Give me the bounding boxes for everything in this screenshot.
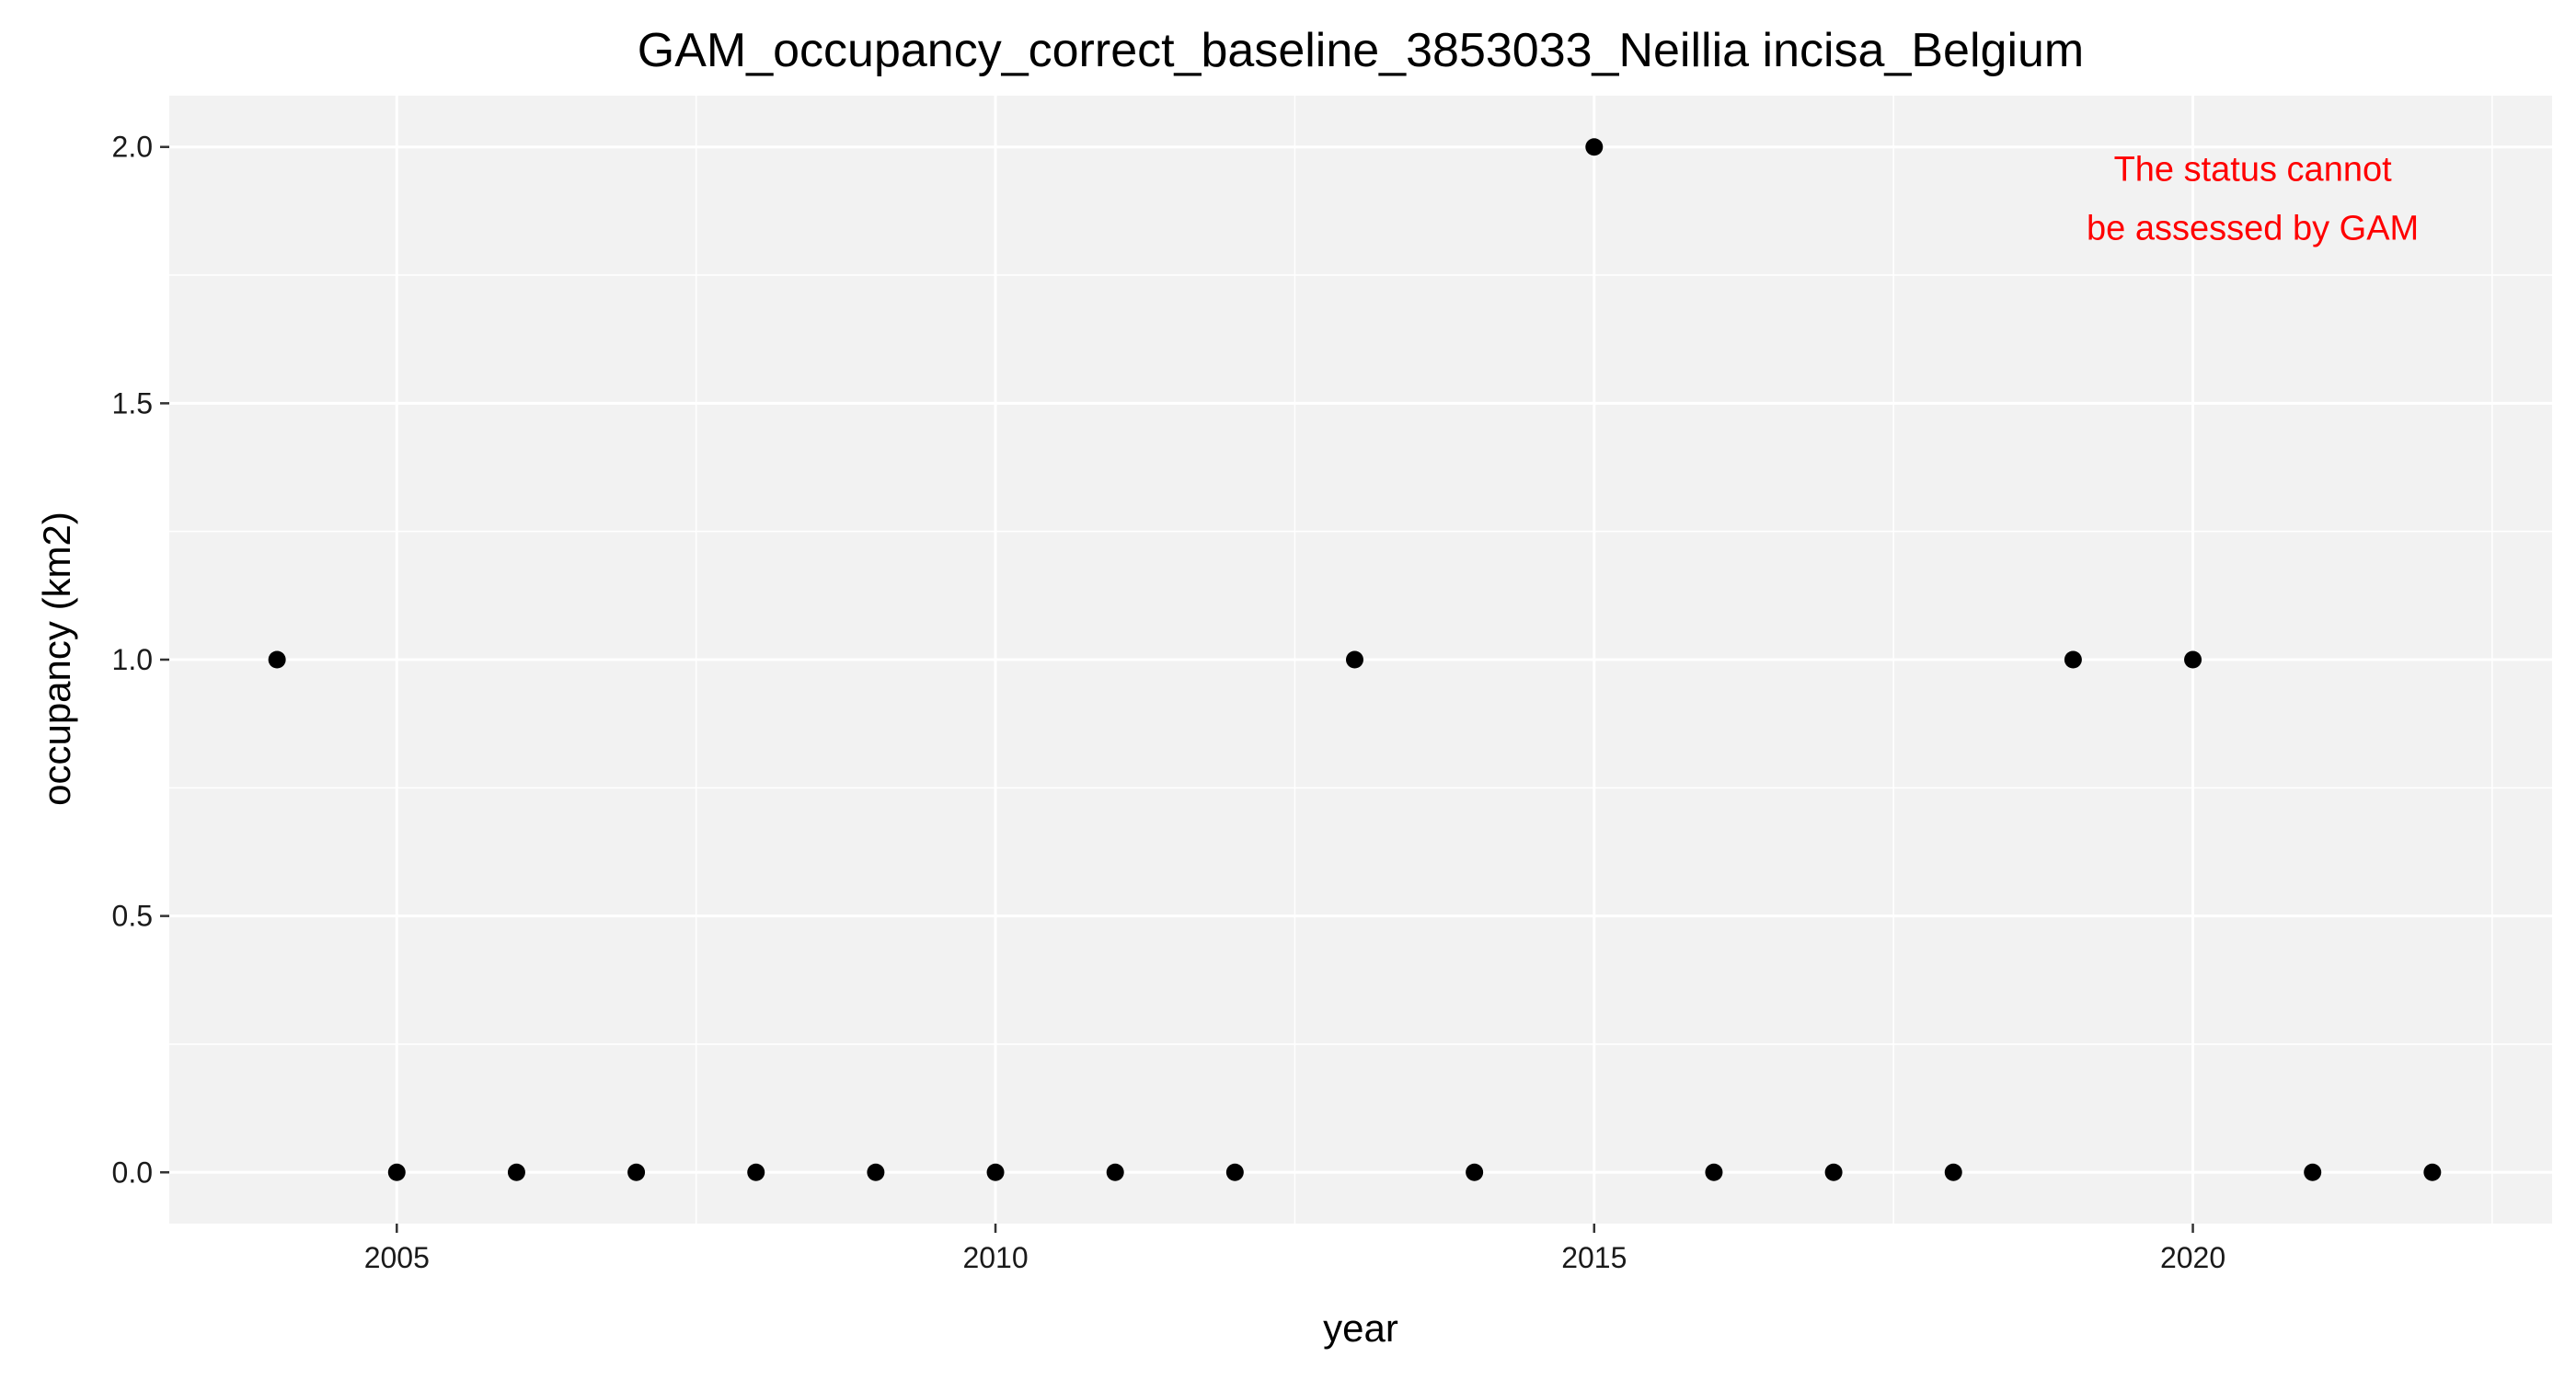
data-point	[507, 1163, 525, 1181]
data-point	[2064, 650, 2082, 669]
x-tick-label: 2020	[2160, 1241, 2225, 1274]
data-point	[2184, 650, 2202, 669]
y-tick-label: 0.5	[112, 900, 153, 933]
data-point	[1345, 650, 1363, 669]
data-point	[747, 1163, 765, 1181]
data-point	[986, 1163, 1005, 1181]
data-point	[387, 1163, 406, 1181]
chart-title: GAM_occupancy_correct_baseline_3853033_N…	[638, 24, 2085, 77]
x-axis-title: year	[1323, 1306, 1398, 1350]
axis-ticks	[160, 145, 2194, 1233]
data-point	[1466, 1163, 1484, 1181]
data-point	[627, 1163, 646, 1181]
y-tick-label: 2.0	[112, 131, 153, 164]
y-tick-label: 1.5	[112, 386, 153, 420]
y-axis-title: occupancy (km2)	[35, 512, 78, 806]
x-tick-label: 2005	[364, 1241, 430, 1274]
data-points	[268, 138, 2442, 1181]
data-point	[1944, 1163, 1962, 1181]
status-annotation: The status cannot be assessed by GAM	[2087, 150, 2419, 247]
data-point	[1705, 1163, 1723, 1181]
annotation-line: The status cannot	[2114, 150, 2393, 189]
tick-labels: 2005 2010 2015 2020 0.0 0.5 1.0 1.5 2.0	[112, 131, 2226, 1274]
data-point	[268, 650, 286, 669]
y-tick-label: 0.0	[112, 1156, 153, 1189]
data-point	[1225, 1163, 1244, 1181]
data-point	[867, 1163, 885, 1181]
data-point	[1585, 138, 1604, 156]
annotation-line: be assessed by GAM	[2087, 209, 2419, 247]
data-point	[1824, 1163, 1843, 1181]
y-tick-label: 1.0	[112, 643, 153, 676]
x-tick-label: 2015	[1561, 1241, 1627, 1274]
data-point	[2304, 1163, 2322, 1181]
data-point	[1106, 1163, 1124, 1181]
x-tick-label: 2010	[962, 1241, 1028, 1274]
data-point	[2423, 1163, 2442, 1181]
